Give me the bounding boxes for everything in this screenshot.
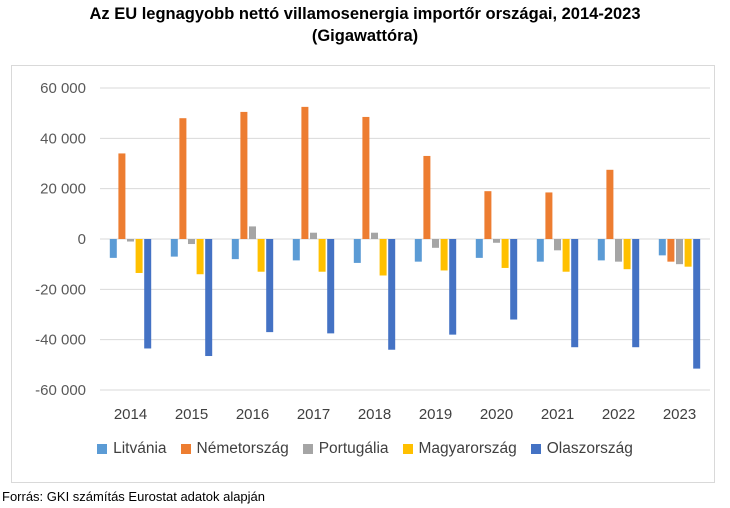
- bar-németország-2018: [362, 116, 370, 239]
- legend-item: Portugália: [302, 440, 389, 458]
- bar-németország-2023: [667, 239, 675, 262]
- x-tick-label: 2020: [480, 406, 513, 423]
- legend-item: Olaszország: [530, 440, 633, 458]
- y-tick-label: 20 000: [40, 181, 86, 198]
- bar-portugália-2014: [127, 239, 134, 242]
- legend-swatch: [180, 444, 191, 454]
- bar-portugália-2020: [493, 239, 500, 243]
- bar-litvánia-2015: [170, 239, 178, 257]
- legend-label: Magyarország: [418, 440, 517, 457]
- bar-magyarország-2017: [318, 239, 326, 272]
- bar-litvánia-2016: [231, 239, 239, 260]
- bar-magyarország-2020: [501, 239, 509, 268]
- y-tick-label: -20 000: [35, 281, 86, 298]
- x-tick-label: 2015: [175, 406, 208, 423]
- bar-chart: 60 000 40 000 20 000 0 -20 000 -40 000 -60 000…: [35, 80, 710, 423]
- bar-magyarország-2019: [440, 239, 448, 271]
- legend-item: Németország: [180, 440, 289, 458]
- bar-portugália-2021: [554, 239, 561, 251]
- bar-olaszország-2018: [388, 239, 396, 350]
- bar-olaszország-2023: [693, 239, 701, 369]
- bar-olaszország-2016: [266, 239, 274, 333]
- bar-litvánia-2018: [353, 239, 361, 263]
- legend-label: Németország: [196, 440, 289, 457]
- y-tick-label: 0: [78, 231, 86, 248]
- bar-németország-2021: [545, 192, 553, 239]
- legend-swatch: [302, 444, 313, 454]
- x-tick-label: 2018: [358, 406, 391, 423]
- bar-magyarország-2015: [196, 239, 204, 275]
- bar-olaszország-2019: [449, 239, 457, 335]
- bar-magyarország-2021: [562, 239, 570, 272]
- bar-litvánia-2014: [109, 239, 117, 258]
- bar-litvánia-2022: [597, 239, 605, 261]
- bar-litvánia-2017: [292, 239, 300, 261]
- bar-olaszország-2014: [144, 239, 152, 349]
- bar-magyarország-2014: [135, 239, 143, 273]
- bar-litvánia-2020: [475, 239, 483, 258]
- x-tick-label: 2014: [114, 406, 147, 423]
- bar-németország-2019: [423, 155, 431, 239]
- bar-magyarország-2018: [379, 239, 387, 276]
- bar-portugália-2016: [249, 226, 256, 239]
- bar-portugália-2015: [188, 239, 195, 245]
- x-tick-label: 2021: [541, 406, 574, 423]
- x-tick-label: 2023: [663, 406, 696, 423]
- chart-frame: [11, 65, 715, 483]
- legend-label: Olaszország: [546, 440, 633, 457]
- legend-swatch: [402, 444, 413, 454]
- bar-magyarország-2022: [623, 239, 631, 270]
- bar-olaszország-2015: [205, 239, 213, 357]
- bar-portugália-2023: [676, 239, 683, 265]
- y-tick-label: -40 000: [35, 332, 86, 349]
- bar-portugália-2019: [432, 239, 439, 248]
- bar-németország-2016: [240, 111, 248, 239]
- bar-litvánia-2019: [414, 239, 422, 262]
- legend-item: Litvánia: [97, 440, 167, 458]
- bar-németország-2014: [118, 153, 126, 239]
- bar-olaszország-2022: [632, 239, 640, 348]
- source-note: Forrás: GKI számítás Eurostat adatok ala…: [2, 489, 266, 504]
- bar-olaszország-2020: [510, 239, 518, 320]
- bar-litvánia-2021: [536, 239, 544, 262]
- bar-magyarország-2016: [257, 239, 265, 272]
- bar-portugália-2017: [310, 232, 317, 239]
- legend-label: Portugália: [318, 440, 389, 457]
- y-tick-label: -60 000: [35, 382, 86, 399]
- bar-németország-2022: [606, 169, 614, 239]
- x-tick-label: 2016: [236, 406, 269, 423]
- chart-subtitle: (Gigawattóra): [311, 27, 419, 45]
- chart-legend: Litvánia Németország Portugália Magyarorszá…: [0, 440, 730, 458]
- chart-title: Az EU legnagyobb nettó villamosenergia i…: [89, 5, 641, 23]
- bar-németország-2015: [179, 118, 187, 239]
- x-tick-label: 2022: [602, 406, 635, 423]
- y-tick-label: 60 000: [40, 80, 86, 97]
- bar-magyarország-2023: [684, 239, 692, 267]
- legend-swatch: [530, 444, 541, 454]
- bar-németország-2017: [301, 106, 309, 239]
- bar-litvánia-2023: [658, 239, 666, 256]
- bar-olaszország-2021: [571, 239, 579, 348]
- x-tick-label: 2017: [297, 406, 330, 423]
- x-tick-label: 2019: [419, 406, 452, 423]
- bar-olaszország-2017: [327, 239, 335, 334]
- bar-portugália-2018: [371, 232, 378, 239]
- bar-portugália-2022: [615, 239, 622, 262]
- y-tick-label: 40 000: [40, 130, 86, 147]
- bar-németország-2020: [484, 191, 492, 239]
- legend-item: Magyarország: [402, 440, 517, 458]
- legend-label: Litvánia: [113, 440, 167, 457]
- legend-swatch: [97, 444, 108, 454]
